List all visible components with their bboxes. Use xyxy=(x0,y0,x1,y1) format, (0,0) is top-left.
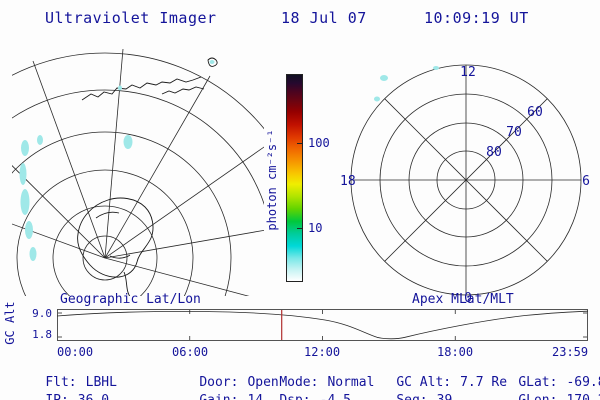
status-flt-value: LBHL xyxy=(85,375,117,390)
status-gcalt-label: GC Alt: xyxy=(396,375,452,390)
status-gain-label: Gain: xyxy=(199,393,238,400)
polar-emission-blobs xyxy=(374,66,439,102)
strip-ymax: 9.0 xyxy=(32,307,52,320)
colorbar xyxy=(286,74,303,282)
status-gcalt-value: 7.7 Re xyxy=(460,375,508,390)
xtick-1800: 18:00 xyxy=(437,345,474,359)
app-title: Ultraviolet Imager xyxy=(45,9,217,27)
auroral-emission-blobs xyxy=(19,60,215,261)
strip-ymin: 1.8 xyxy=(32,328,52,341)
geographic-projection-plot xyxy=(12,48,264,296)
status-gain: Gain: 14 xyxy=(168,378,263,400)
xtick-1200: 12:00 xyxy=(304,345,341,359)
status-door-value: Open xyxy=(247,375,279,390)
status-glon: GLon: 170.2 xyxy=(487,378,600,400)
status-ip: IP: 36.0 xyxy=(14,378,109,400)
status-ip-label: IP: xyxy=(45,393,68,400)
status-mode: Mode: Normal xyxy=(248,360,374,400)
gc-alt-strip-chart xyxy=(57,309,588,341)
colorbar-unit-label: photon cm⁻²s⁻¹ xyxy=(265,129,279,231)
status-door: Door: Open xyxy=(168,360,279,400)
colorbar-tick-100: 100 xyxy=(308,136,330,150)
status-flt: Flt: LBHL xyxy=(14,360,117,400)
status-flt-label: Flt: xyxy=(45,375,77,390)
strip-ticks xyxy=(58,310,587,340)
mlat-label-60: 60 xyxy=(527,105,543,120)
status-seq: Seq: 39 xyxy=(365,378,452,400)
mlt-label-12: 12 xyxy=(460,65,476,80)
status-seq-label: Seq: xyxy=(396,393,427,400)
status-mode-label: Mode: xyxy=(279,375,319,390)
apex-polar-plot: 12 18 6 0 60 70 80 xyxy=(340,64,590,306)
strip-ylabel: GC Alt xyxy=(3,301,17,345)
gc-alt-curve xyxy=(57,310,588,340)
status-dsp-label: Dsp: xyxy=(279,393,310,400)
header-date: 18 Jul 07 xyxy=(281,9,367,27)
mlt-label-6: 6 xyxy=(582,174,590,189)
mlat-label-80: 80 xyxy=(486,145,502,160)
colorbar-tick-10: 10 xyxy=(308,221,323,235)
status-mode-value: Normal xyxy=(327,375,375,390)
status-glat-value: -69.8 xyxy=(566,375,600,390)
xtick-0600: 06:00 xyxy=(172,345,209,359)
colorbar-tick-100-mark xyxy=(297,143,303,144)
left-panel-caption: Geographic Lat/Lon xyxy=(60,292,201,307)
xtick-0000: 00:00 xyxy=(57,345,94,359)
status-glon-value: 170.2 xyxy=(566,393,600,400)
mlt-label-0: 0 xyxy=(464,291,472,306)
status-ip-value: 36.0 xyxy=(78,393,109,400)
right-panel-caption: Apex MLat/MLT xyxy=(412,292,514,307)
xtick-2359: 23:59 xyxy=(552,345,589,359)
status-glon-label: GLon: xyxy=(518,393,557,400)
geo-grid xyxy=(12,48,264,296)
status-seq-value: 39 xyxy=(437,393,453,400)
status-door-label: Door: xyxy=(199,375,239,390)
status-dsp: Dsp: -4.5 xyxy=(248,378,351,400)
status-gcalt: GC Alt: 7.7 Re xyxy=(365,360,507,400)
status-glat: GLat: -69.8 xyxy=(487,360,600,400)
status-glat-label: GLat: xyxy=(518,375,558,390)
status-gain-value: 14 xyxy=(247,393,263,400)
polar-grid xyxy=(350,64,582,296)
colorbar-tick-10-mark xyxy=(297,228,303,229)
coastlines xyxy=(77,57,218,296)
status-dsp-value: -4.5 xyxy=(320,393,351,400)
mlt-label-18: 18 xyxy=(340,174,356,189)
header-time: 10:09:19 UT xyxy=(424,9,529,27)
mlat-label-70: 70 xyxy=(506,125,522,140)
